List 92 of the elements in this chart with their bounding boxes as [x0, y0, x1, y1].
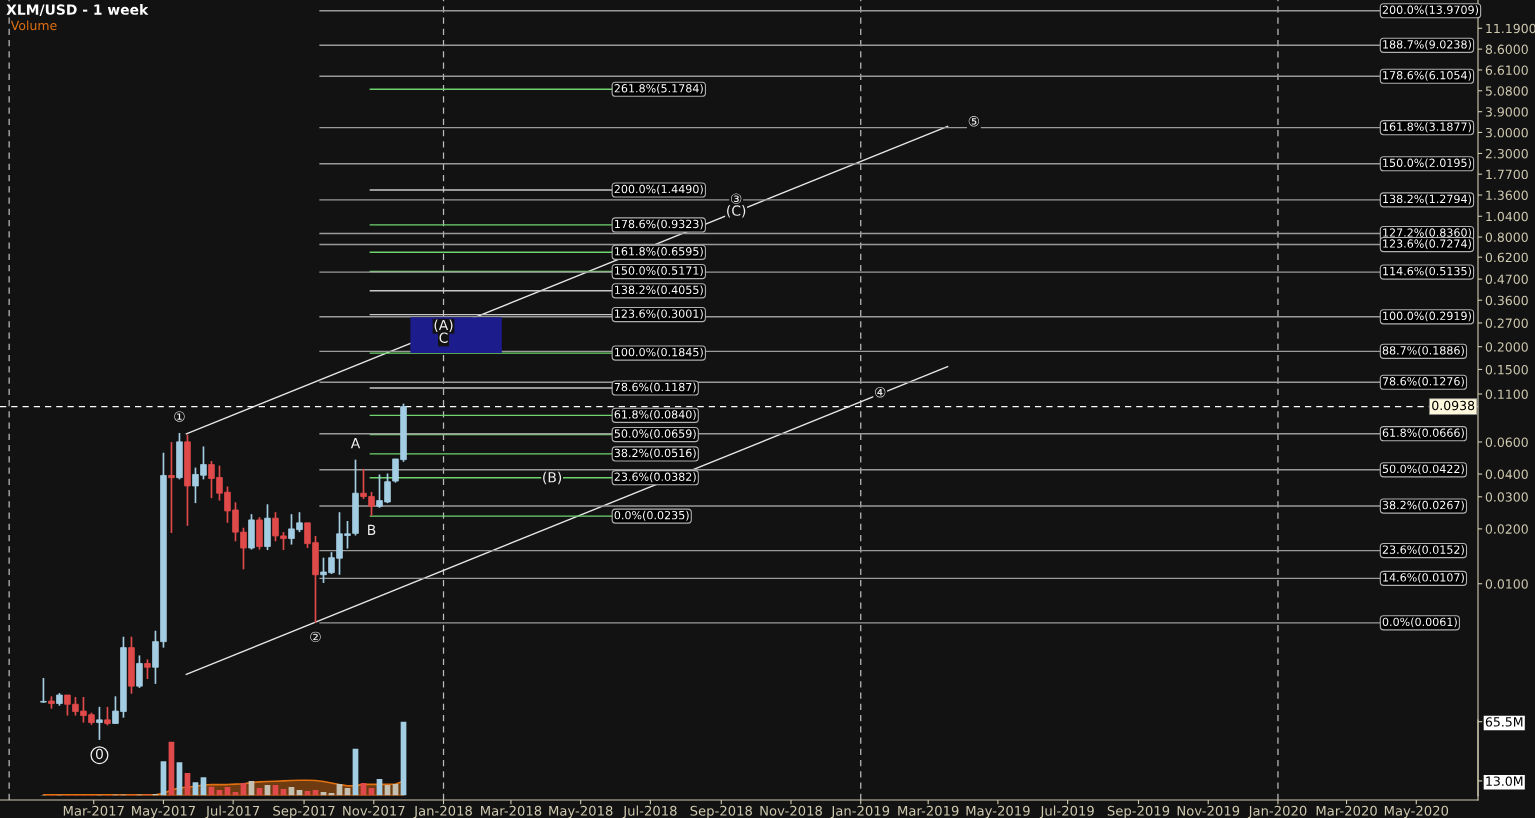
series-label: 78.6%(0.1187) — [614, 382, 696, 393]
annotation: B — [368, 524, 376, 535]
y-tick-label: 1.7700 — [1486, 169, 1528, 180]
y-tick-label: 2.3000 — [1485, 148, 1528, 159]
x-tick-label: Sep-2017 — [273, 805, 335, 818]
y-tick-label: 0.4700 — [1485, 274, 1528, 285]
y-tick-label: 0.0100 — [1485, 579, 1528, 589]
series-label: 23.6%(0.0152) — [1382, 545, 1464, 556]
annotation: ② — [310, 631, 321, 643]
series-label: 200.0%(13.9709) — [1382, 5, 1479, 16]
series-label: 161.8%(0.6595) — [615, 246, 703, 257]
annotation: ④ — [874, 387, 886, 398]
y-tick-label: 1.0400 — [1486, 211, 1528, 222]
y-tick-label: 0.0400 — [1485, 469, 1528, 479]
annotation: ① — [174, 411, 185, 422]
series-label: 78.6%(0.1276) — [1382, 376, 1464, 387]
y-tick-label: 0.6200 — [1485, 252, 1528, 263]
chart-title: XLM/USD - 1 week — [6, 4, 149, 16]
series-label: 161.8%(3.1877) — [1383, 122, 1471, 133]
y-tick-label: 0.8000 — [1485, 232, 1528, 242]
x-tick-label: Jan-2020 — [1247, 805, 1307, 818]
x-tick-label: Mar-2020 — [1316, 805, 1377, 816]
y-tick-label: 0.3600 — [1485, 295, 1528, 306]
y-tick-label: 6.6100 — [1485, 65, 1528, 75]
series-label: 100.0%(0.1845) — [615, 347, 703, 358]
x-tick-label: Jul-2017 — [205, 805, 260, 818]
x-tick-label: Mar-2018 — [481, 805, 542, 816]
annotation: 0 — [95, 748, 103, 760]
series-label: 61.8%(0.0666) — [1382, 428, 1464, 439]
y-tick-label: 0.0600 — [1485, 437, 1528, 447]
series-label: 200.0%(1.4490) — [614, 184, 703, 195]
chart-title: Volume — [10, 20, 57, 31]
y-tick-label: 0.1500 — [1485, 364, 1528, 375]
series-label: 123.6%(0.3001) — [615, 309, 703, 320]
y-tick-label: 0.1100 — [1485, 389, 1528, 399]
annotation: A — [350, 438, 361, 449]
y-tick-label: 0.2700 — [1485, 318, 1528, 328]
x-tick-label: Nov-2017 — [343, 805, 405, 816]
x-tick-label: Sep-2019 — [1107, 805, 1170, 818]
annotation: (B) — [543, 471, 562, 485]
x-tick-label: Jan-2018 — [413, 805, 472, 818]
series-label: 0.0%(0.0235) — [614, 510, 689, 521]
y-tick-label: 1.3600 — [1486, 190, 1528, 200]
series-label: 61.8%(0.0840) — [614, 409, 696, 420]
annotation: ③ — [730, 193, 742, 204]
series-label: 138.2%(0.4055) — [615, 285, 703, 296]
annotation: (C) — [727, 205, 746, 218]
series-label: 50.0%(0.0659) — [614, 429, 696, 440]
series-label: 178.6%(0.9323) — [615, 219, 703, 230]
series-label: 114.6%(0.5135) — [1383, 266, 1471, 277]
x-tick-label: Mar-2017 — [63, 805, 124, 816]
y-tick-label: 5.0800 — [1485, 86, 1528, 96]
y-tick-label: 0.0200 — [1485, 524, 1528, 534]
x-tick-label: Sep-2018 — [690, 805, 752, 818]
x-tick-label: Nov-2018 — [760, 805, 822, 816]
series-label: 23.6%(0.0382) — [614, 472, 696, 483]
x-tick-label: Jul-2018 — [622, 805, 677, 818]
y-tick-label: 8.6000 — [1485, 44, 1528, 55]
x-tick-label: May-2020 — [1384, 805, 1449, 818]
y-tick-label: 0.2000 — [1485, 342, 1528, 352]
y-tick-label: 3.9000 — [1485, 107, 1528, 117]
series-label: 0.0%(0.0061) — [1382, 617, 1457, 628]
annotation: ⑤ — [968, 116, 980, 127]
series-label: 138.2%(1.2794) — [1383, 194, 1471, 205]
series-label: 88.7%(0.1886) — [1382, 345, 1464, 356]
x-tick-label: May-2018 — [549, 805, 613, 818]
ref-line-label: 0.0938 — [1432, 400, 1475, 411]
x-tick-label: Jul-2019 — [1039, 805, 1094, 818]
y-tick-label: 11.1900 — [1486, 23, 1535, 34]
series-label: 150.0%(2.0195) — [1383, 158, 1471, 169]
series-label: 127.2%(0.8360) — [1383, 228, 1471, 239]
y-tick-label: 13.0M — [1486, 776, 1523, 786]
x-tick-label: Mar-2019 — [898, 805, 959, 816]
series-label: 150.0%(0.5171) — [615, 266, 703, 277]
series-label: 188.7%(9.0238) — [1383, 39, 1471, 50]
series-label: 178.6%(6.1054) — [1383, 70, 1471, 81]
series-label: 50.0%(0.0422) — [1382, 464, 1464, 475]
series-label: 100.0%(0.2919) — [1383, 311, 1471, 322]
x-tick-label: May-2017 — [132, 805, 196, 818]
annotation: (A) — [434, 319, 453, 332]
series-label: 38.2%(0.0516) — [614, 448, 696, 459]
series-label: 14.6%(0.0107) — [1383, 573, 1464, 583]
x-tick-label: Nov-2019 — [1177, 805, 1240, 816]
series-label: 123.6%(0.7274) — [1383, 239, 1471, 250]
y-tick-label: 0.0300 — [1485, 492, 1528, 502]
x-tick-label: Jan-2019 — [830, 805, 890, 818]
series-label: 38.2%(0.0267) — [1382, 500, 1464, 511]
annotation: C — [439, 332, 448, 343]
x-tick-label: May-2019 — [966, 805, 1030, 818]
y-tick-label: 3.0000 — [1485, 127, 1528, 138]
series-label: 261.8%(5.1784) — [614, 83, 703, 94]
y-tick-label: 65.5M — [1485, 717, 1523, 727]
